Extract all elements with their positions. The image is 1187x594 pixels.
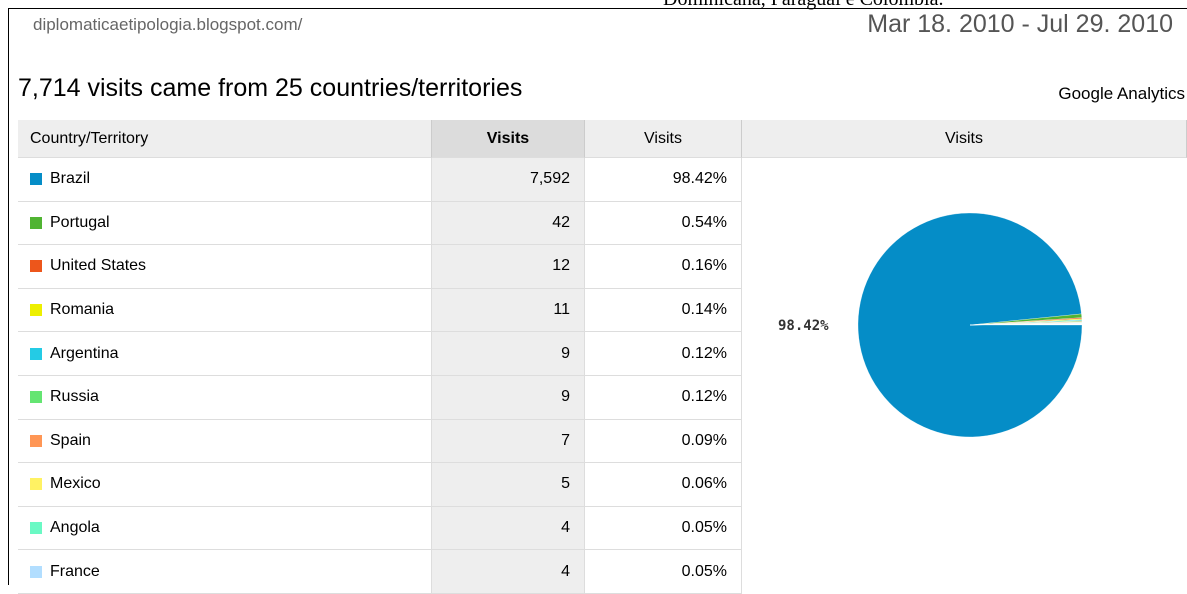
country-cell: Angola — [18, 506, 432, 551]
percent-cell: 0.06% — [585, 463, 742, 507]
percent-cell: 0.54% — [585, 201, 742, 246]
country-cell: Brazil — [18, 158, 432, 202]
legend-swatch — [30, 522, 42, 535]
visits-cell: 42 — [432, 201, 585, 246]
legend-swatch — [30, 347, 42, 360]
legend-swatch — [30, 391, 42, 404]
column-header-text: Visits — [644, 129, 682, 147]
visits-cell-text: 5 — [561, 475, 570, 493]
country-name: Brazil — [50, 170, 91, 188]
legend-swatch — [30, 304, 42, 317]
visits-cell-text: 4 — [561, 519, 570, 537]
country-name: Russia — [50, 388, 99, 406]
percent-cell: 0.12% — [585, 376, 742, 420]
visits-cell: 9 — [432, 376, 585, 420]
visits-cell-text: 12 — [552, 257, 570, 275]
percent-cell: 0.05% — [585, 550, 742, 594]
visits-cell-text: 7,592 — [529, 170, 570, 188]
visits-cell: 5 — [432, 463, 585, 507]
frame-top — [8, 8, 1187, 9]
frame-left — [8, 8, 9, 585]
visits-cell: 12 — [432, 245, 585, 289]
country-cell: Portugal — [18, 201, 432, 246]
country-name: Argentina — [50, 344, 119, 362]
country-cell: Russia — [18, 376, 432, 420]
visits-cell: 11 — [432, 288, 585, 333]
country-cell: Mexico — [18, 463, 432, 507]
percent-cell-text: 0.05% — [681, 562, 727, 580]
site-url: diplomaticaetipologia.blogspot.com/ — [33, 15, 303, 34]
visits-cell: 7 — [432, 419, 585, 464]
legend-swatch — [30, 260, 42, 273]
country-name: United States — [50, 257, 147, 275]
country-name: Angola — [50, 519, 100, 537]
column-header: Visits — [432, 120, 585, 158]
legend-swatch — [30, 173, 42, 186]
visits-cell: 9 — [432, 332, 585, 376]
percent-cell-text: 0.14% — [681, 301, 727, 319]
percent-cell: 0.09% — [585, 419, 742, 464]
percent-cell: 0.12% — [585, 332, 742, 376]
visits-cell-text: 7 — [561, 431, 570, 449]
visits-cell: 4 — [432, 506, 585, 551]
column-header: Visits — [585, 120, 742, 158]
country-cell: Romania — [18, 288, 432, 333]
visits-cell-text: 9 — [561, 344, 570, 362]
column-header-text: Visits — [486, 129, 530, 147]
percent-cell: 0.14% — [585, 288, 742, 333]
percent-cell-text: 0.16% — [681, 257, 727, 275]
visits-cell-text: 11 — [553, 301, 570, 319]
legend-swatch — [30, 216, 42, 229]
visits-cell-text: 42 — [552, 213, 570, 231]
visits-cell: 4 — [432, 550, 585, 594]
percent-cell-text: 0.09% — [681, 431, 727, 449]
pie-chart: 98.42% — [778, 212, 1083, 438]
country-cell: United States — [18, 245, 432, 289]
country-cell: France — [18, 550, 432, 594]
percent-cell-text: 0.05% — [681, 519, 727, 537]
report-title: 7,714 visits came from 25 countries/terr… — [18, 74, 523, 102]
visits-cell: 7,592 — [432, 158, 585, 202]
percent-cell-text: 0.06% — [681, 475, 727, 493]
column-header-text: Visits — [945, 129, 983, 147]
column-header: Country/Territory — [18, 120, 432, 158]
percent-cell-text: 0.54% — [681, 213, 727, 231]
brand: Google Analytics — [1058, 84, 1185, 103]
cut-text: Dominicana, Paraguai e Colombia. — [663, 0, 943, 11]
percent-cell: 98.42% — [585, 158, 742, 202]
country-name: Romania — [50, 301, 115, 319]
legend-swatch — [30, 434, 42, 447]
percent-cell: 0.05% — [585, 506, 742, 551]
country-name: Mexico — [50, 475, 101, 493]
country-cell: Argentina — [18, 332, 432, 376]
slice-label: 98.42% — [778, 318, 829, 334]
legend-swatch — [30, 565, 42, 578]
country-name: Spain — [50, 431, 91, 449]
percent-cell: 0.16% — [585, 245, 742, 289]
percent-cell-text: 0.12% — [681, 388, 727, 406]
legend-swatch — [30, 478, 42, 491]
percent-cell-text: 0.12% — [681, 344, 727, 362]
date-range: Mar 18. 2010 - Jul 29. 2010 — [867, 10, 1173, 38]
column-header-text: Country/Territory — [30, 129, 149, 147]
country-cell: Spain — [18, 419, 432, 464]
visits-cell-text: 9 — [561, 388, 570, 406]
country-name: Portugal — [50, 213, 110, 231]
visits-cell-text: 4 — [561, 562, 570, 580]
pie-slice — [969, 322, 1083, 326]
country-name: France — [50, 562, 100, 580]
column-header: Visits — [742, 120, 1187, 158]
percent-cell-text: 98.42% — [672, 170, 727, 188]
